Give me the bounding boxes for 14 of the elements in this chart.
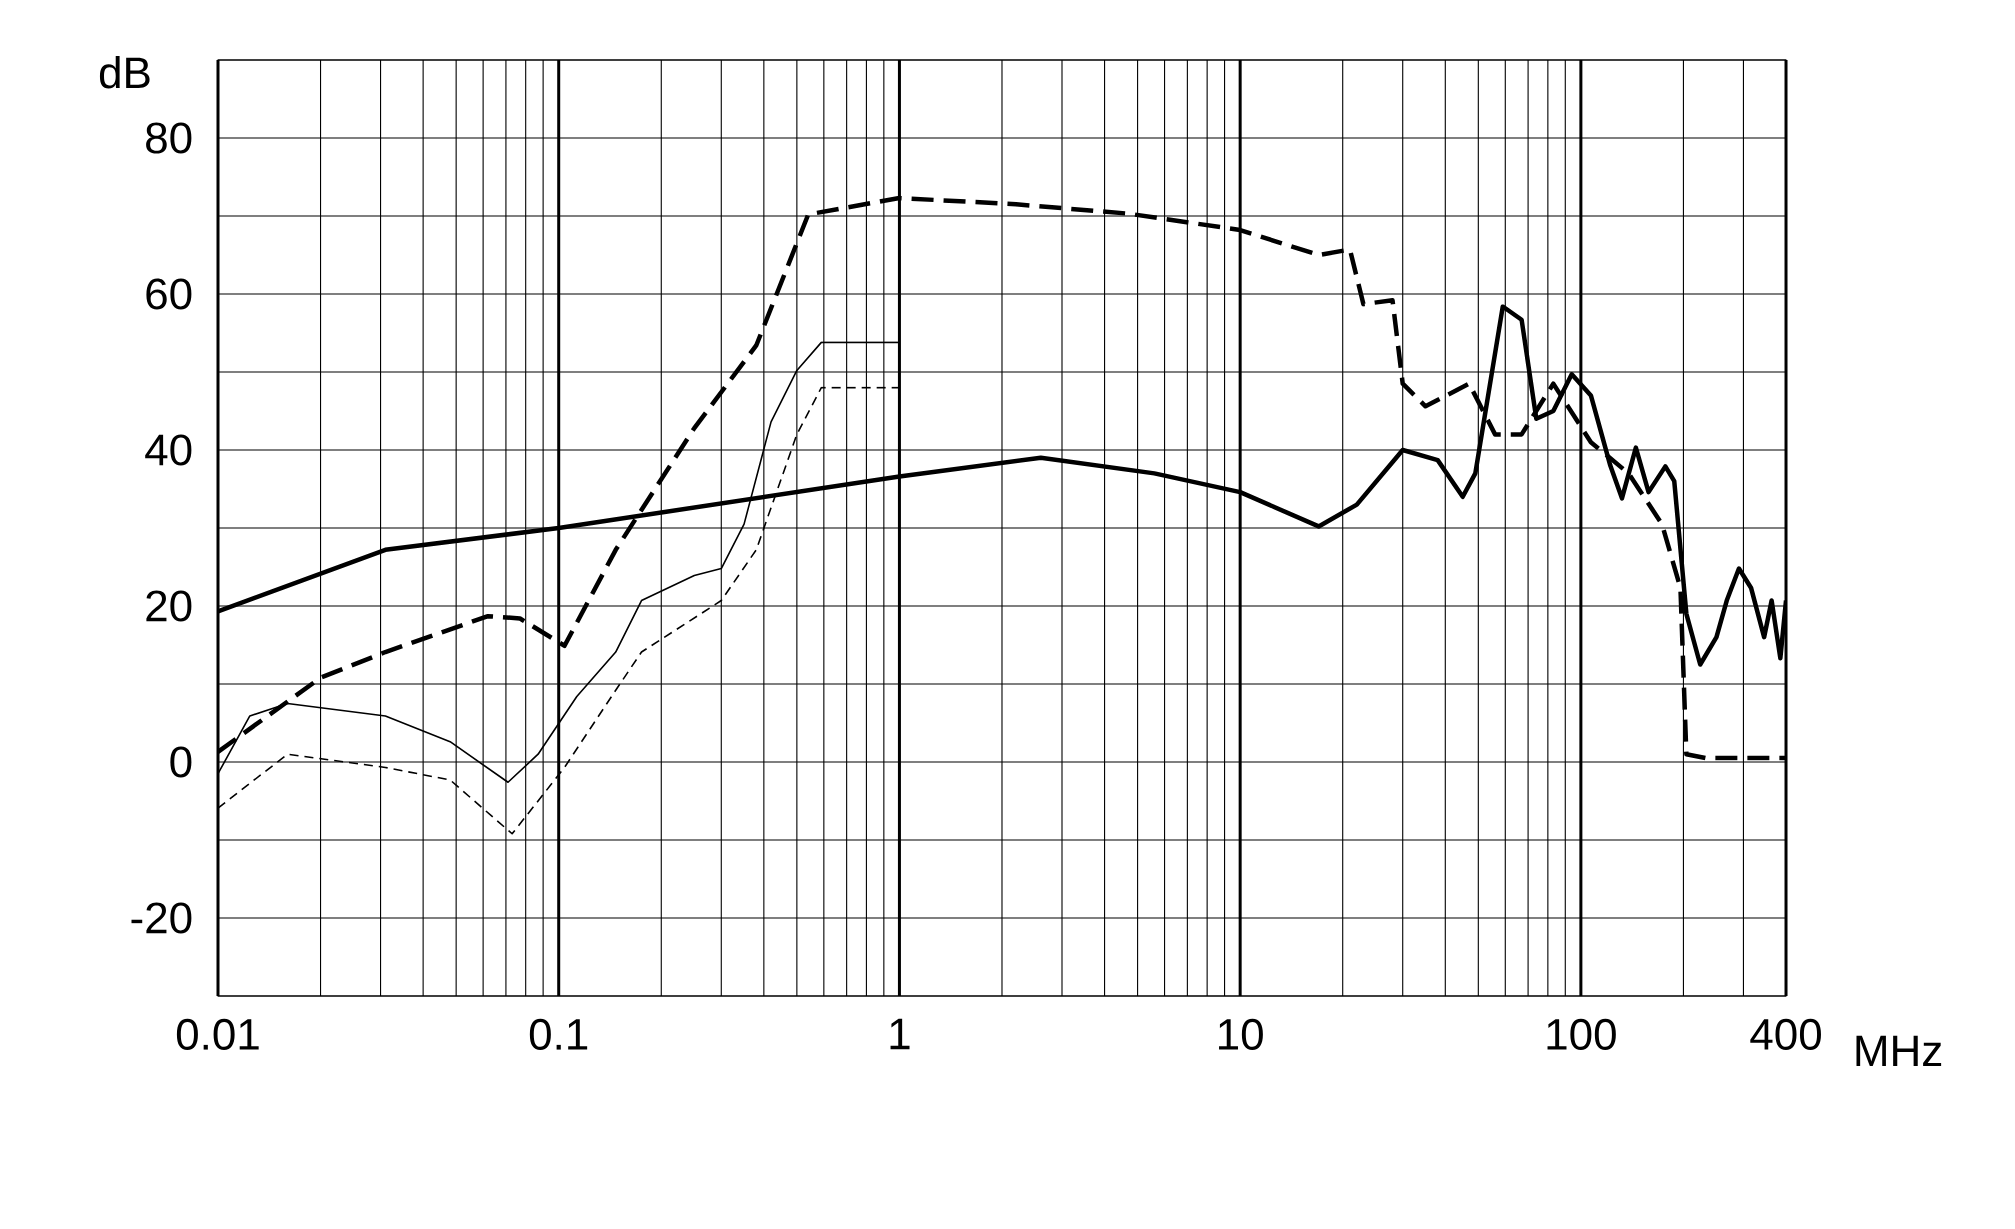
y-tick-label: 0 — [170, 746, 192, 778]
y-tick-label: 60 — [146, 278, 192, 310]
y-tick-label: -20 — [131, 902, 192, 934]
x-tick-label: 0.01 — [176, 1018, 259, 1051]
y-tick-label: 40 — [145, 434, 192, 466]
y-tick-label: 20 — [146, 590, 192, 622]
y-tick-label: 80 — [146, 122, 192, 154]
x-tick-label: 0.1 — [529, 1018, 588, 1051]
x-tick-label: 400 — [1750, 1018, 1821, 1051]
y-axis-title: dB — [99, 56, 150, 89]
x-tick-label: 100 — [1547, 1018, 1616, 1051]
x-tick-label: 1 — [890, 1018, 910, 1050]
x-tick-label: 10 — [1219, 1018, 1263, 1051]
x-axis-title: MHz — [1856, 1035, 1942, 1066]
